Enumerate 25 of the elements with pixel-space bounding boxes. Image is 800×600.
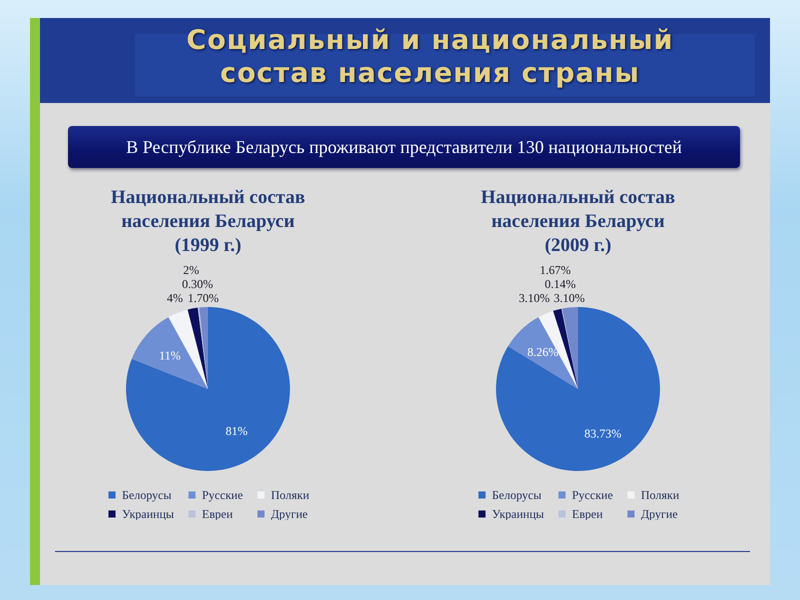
- data-label: 83.73%: [584, 426, 622, 440]
- pie-slice: [126, 307, 290, 471]
- data-label: 1.67%: [540, 263, 571, 277]
- data-label: 4%: [166, 291, 183, 305]
- data-label: 11%: [159, 348, 181, 362]
- text: В Республике Беларусь проживают представители 130 национальностей: [68, 126, 740, 168]
- legend-label: Поляки: [641, 488, 680, 502]
- legend-label: Русские: [572, 488, 613, 502]
- data-label: 3.10%: [554, 291, 585, 305]
- data-label: 0.30%: [182, 277, 214, 291]
- data-label: 3.10%: [518, 291, 550, 305]
- legend-label: Русские: [202, 488, 243, 502]
- pie-slice: [188, 308, 208, 389]
- pie-slice: [496, 307, 660, 471]
- chart-title: Национальный состав населения Беларуси (1999 г.): [110, 187, 306, 256]
- legend-label: Белорусы: [122, 488, 172, 502]
- data-label: 81%: [226, 424, 248, 438]
- data-label: 1.70%: [188, 291, 219, 305]
- legend-label: Белорусы: [492, 488, 542, 502]
- data-label: 2%: [183, 263, 200, 277]
- data-label: 0.14%: [544, 277, 576, 291]
- text: Социальный и национальный состав населения страны: [185, 24, 675, 90]
- chart-title: Национальный состав населения Беларуси (2009 г.): [480, 187, 676, 256]
- legend-label: Поляки: [271, 488, 310, 502]
- data-label: 8.26%: [527, 345, 558, 360]
